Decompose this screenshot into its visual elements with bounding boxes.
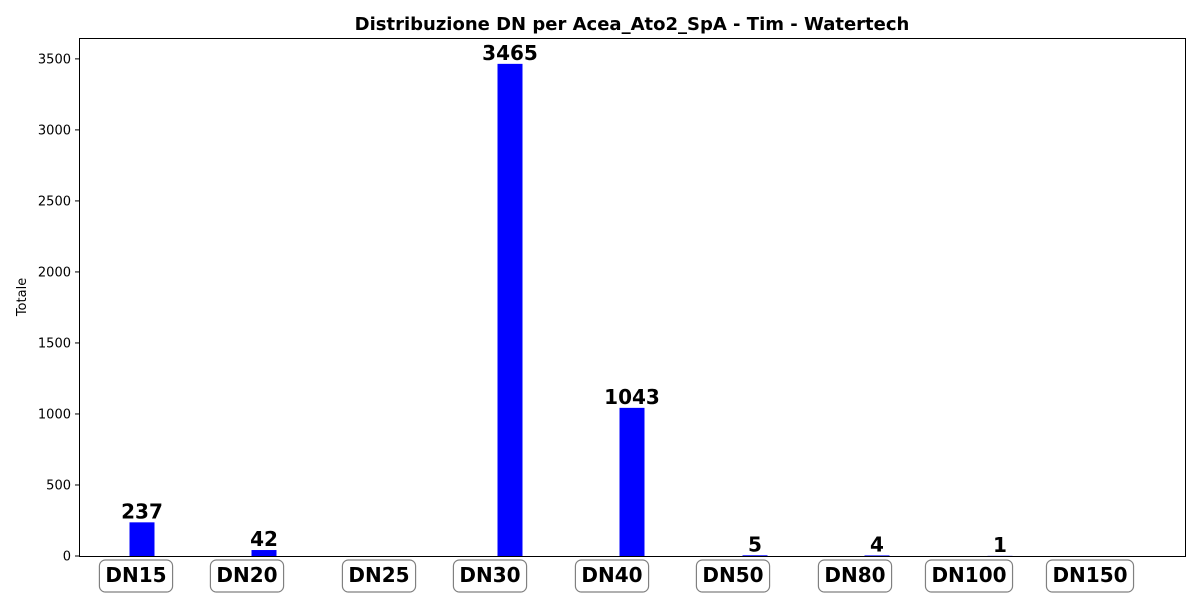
data-label-dn80: 4 [870, 532, 884, 556]
data-label-dn20: 42 [250, 527, 278, 551]
x-tick-dn80: DN80 [817, 559, 893, 593]
x-tick-dn100: DN100 [924, 559, 1014, 593]
x-tick-box [98, 559, 174, 593]
y-tick-label: 500 [46, 478, 71, 493]
y-tick-label: 3000 [38, 123, 71, 138]
x-tick-label: DN15 [105, 563, 166, 587]
bar-dn20 [251, 550, 277, 556]
chart-title: Distribuzione DN per Acea_Ato2_SpA - Tim… [355, 14, 910, 35]
x-tick-dn15: DN15 [98, 559, 174, 593]
plot-area-frame [79, 38, 1186, 557]
y-axis-label: Totale [15, 278, 30, 317]
x-tick-label: DN100 [931, 563, 1006, 587]
x-tick-dn25: DN25 [341, 559, 417, 593]
y-axis-ticks: 0 500 1000 1500 2000 2500 3000 3500 [38, 52, 80, 565]
x-tick-box [574, 559, 650, 593]
x-tick-box [1045, 559, 1135, 593]
x-tick-label: DN20 [216, 563, 277, 587]
y-tick-label: 1500 [38, 336, 71, 351]
x-tick-dn150: DN150 [1045, 559, 1135, 593]
x-tick-dn40: DN40 [574, 559, 650, 593]
y-tick-label: 1000 [38, 407, 71, 422]
x-tick-box [341, 559, 417, 593]
bar-dn50 [742, 555, 768, 556]
x-tick-box [924, 559, 1014, 593]
bar-dn30 [497, 63, 523, 556]
x-tick-box [209, 559, 285, 593]
x-tick-box [817, 559, 893, 593]
y-tick-label: 3500 [38, 52, 71, 67]
x-tick-dn30: DN30 [452, 559, 528, 593]
bar-dn15 [129, 522, 155, 556]
y-tick-label: 0 [63, 550, 71, 565]
data-label-dn40: 1043 [604, 385, 660, 409]
data-label-dn15: 237 [121, 499, 163, 523]
y-tick-label: 2500 [38, 194, 71, 209]
x-tick-dn20: DN20 [209, 559, 285, 593]
bars-layer [129, 63, 1013, 556]
x-tick-label: DN25 [348, 563, 409, 587]
data-label-dn50: 5 [748, 532, 762, 556]
x-tick-label: DN50 [702, 563, 763, 587]
x-tick-label: DN40 [581, 563, 642, 587]
data-labels-layer: 237 42 3465 1043 5 4 1 [121, 41, 1007, 557]
data-label-dn100: 1 [993, 533, 1007, 557]
x-tick-box [695, 559, 771, 593]
x-tick-label: DN80 [824, 563, 885, 587]
x-tick-box [452, 559, 528, 593]
x-tick-dn50: DN50 [695, 559, 771, 593]
x-tick-label: DN30 [459, 563, 520, 587]
x-tick-label: DN150 [1052, 563, 1127, 587]
bar-dn40 [619, 407, 645, 556]
bar-dn80 [864, 555, 890, 556]
x-axis-ticks: DN15 DN20 DN25 DN30 DN40 DN50 DN80 DN100 DN150 [98, 559, 1135, 593]
data-label-dn30: 3465 [482, 41, 538, 65]
y-tick-label: 2000 [38, 265, 71, 280]
